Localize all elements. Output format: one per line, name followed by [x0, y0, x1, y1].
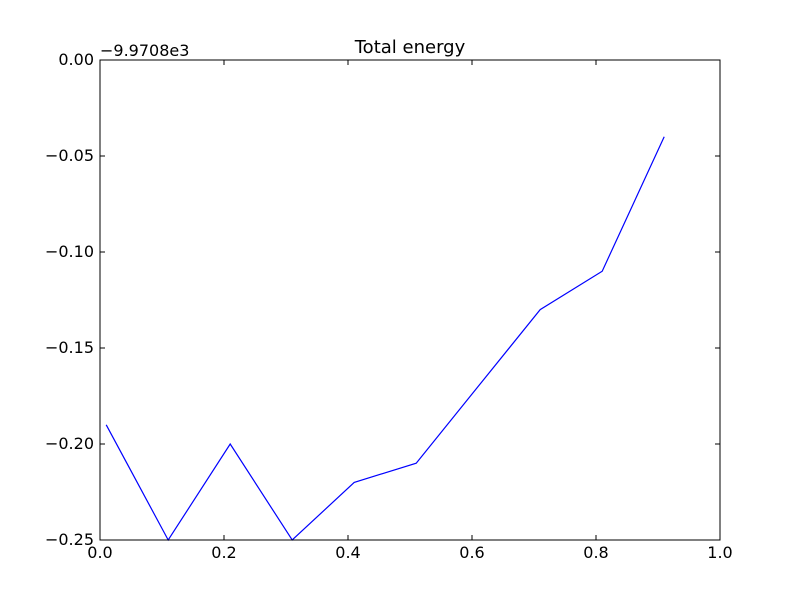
y-tick-label: −0.15: [45, 338, 94, 357]
x-tick-label: 0.0: [87, 543, 112, 562]
x-tick-label: 1.0: [707, 543, 732, 562]
x-tick-label: 0.4: [335, 543, 360, 562]
y-tick-label: −0.10: [45, 242, 94, 261]
y-offset-label: −9.9708e3: [100, 41, 189, 60]
x-tick-label: 0.2: [211, 543, 236, 562]
x-tick-label: 0.6: [459, 543, 484, 562]
y-tick-label: −0.05: [45, 146, 94, 165]
y-tick-label: −0.20: [45, 434, 94, 453]
x-tick-label: 0.8: [583, 543, 608, 562]
chart-title: Total energy: [354, 37, 466, 58]
y-tick-label: 0.00: [58, 50, 94, 69]
plot-area: 0.0 0.2 0.4 0.6 0.8 1.0 0.00 −0.05 −0.10 −0.15 −0.…: [45, 50, 733, 562]
series-line-0: [105, 136, 665, 542]
plot-frame: [99, 59, 721, 541]
y-tick-label: −0.25: [45, 530, 94, 549]
